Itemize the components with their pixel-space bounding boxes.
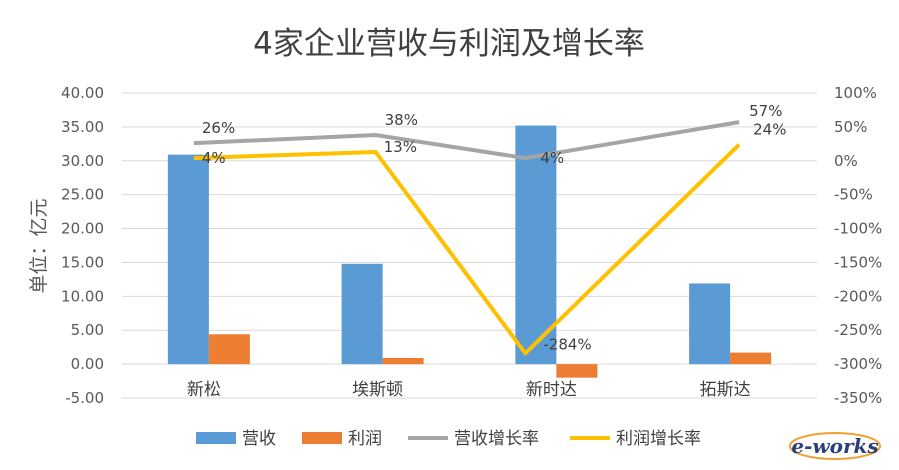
left-tick-label: 25.00: [61, 186, 104, 204]
line-revenue-growth: [193, 120, 740, 161]
left-tick-label: -5.00: [65, 389, 104, 407]
left-tick-label: 15.00: [61, 253, 104, 271]
legend-label: 营收增长率: [454, 429, 539, 449]
line-profit-growth: [193, 143, 741, 356]
right-tick-label: 100%: [834, 84, 877, 102]
watermark-text: e-works: [791, 434, 878, 458]
data-label: 13%: [384, 138, 417, 156]
bar-profit: [208, 334, 250, 365]
data-label: 4%: [540, 149, 564, 167]
left-tick-label: 10.00: [61, 287, 104, 305]
data-label: 24%: [753, 121, 786, 139]
y-axis-label: 单位：亿元: [28, 198, 50, 293]
left-tick-label: 20.00: [61, 220, 104, 238]
legend-swatch: [196, 432, 236, 444]
left-tick-label: 35.00: [61, 118, 104, 136]
left-tick-label: 0.00: [71, 355, 104, 373]
bar-profit: [730, 352, 772, 365]
legend-label: 营收: [242, 429, 276, 449]
watermark-swoosh: [789, 432, 881, 460]
right-tick-label: -100%: [834, 220, 882, 238]
right-tick-label: -200%: [834, 287, 882, 305]
bar-profit: [382, 358, 424, 365]
left-tick-label: 5.00: [71, 321, 104, 339]
line-marks: [193, 120, 741, 356]
bar-marks: [167, 125, 772, 378]
data-label: 57%: [749, 102, 782, 120]
right-tick-label: -250%: [834, 321, 882, 339]
watermark-logo: e-works: [789, 432, 881, 460]
category-label: 拓斯达: [700, 380, 751, 400]
right-tick-label: -350%: [834, 389, 882, 407]
category-labels: 新松 埃斯顿 新时达 拓斯达: [187, 380, 751, 400]
legend-label: 利润增长率: [616, 429, 701, 449]
legend: 营收 利润 营收增长率 利润增长率: [196, 429, 701, 449]
category-label: 埃斯顿: [352, 380, 403, 400]
left-tick-label: 30.00: [61, 152, 104, 170]
left-tick-label: 40.00: [61, 84, 104, 102]
right-tick-label: 0%: [834, 152, 858, 170]
legend-label: 利润: [348, 429, 382, 449]
data-label: -284%: [543, 335, 591, 353]
legend-swatch: [302, 432, 342, 444]
category-label: 新松: [187, 380, 221, 400]
bar-revenue: [167, 154, 209, 365]
bar-profit: [556, 364, 598, 378]
gridlines: [122, 92, 817, 399]
right-tick-label: 50%: [834, 118, 867, 136]
chart-title: 4家企业营收与利润及增长率: [253, 26, 645, 62]
bar-revenue: [341, 263, 383, 365]
data-labels: 26% 38% 4% 57% 4% 13% -284% 24%: [202, 102, 787, 353]
data-label: 38%: [385, 111, 418, 129]
data-label: 26%: [202, 119, 235, 137]
right-tick-label: -300%: [834, 355, 882, 373]
category-label: 新时达: [526, 380, 577, 400]
bar-revenue: [689, 283, 731, 365]
data-label: 4%: [202, 149, 226, 167]
left-axis-ticks: 40.00 35.00 30.00 25.00 20.00 15.00 10.00 5.00 0…: [61, 84, 104, 407]
right-tick-label: -150%: [834, 253, 882, 271]
right-axis-ticks: 100% 50% 0% -50% -100% -150% -200% -250% -300% -3…: [834, 84, 882, 407]
bar-revenue: [515, 125, 557, 365]
right-tick-label: -50%: [834, 186, 873, 204]
